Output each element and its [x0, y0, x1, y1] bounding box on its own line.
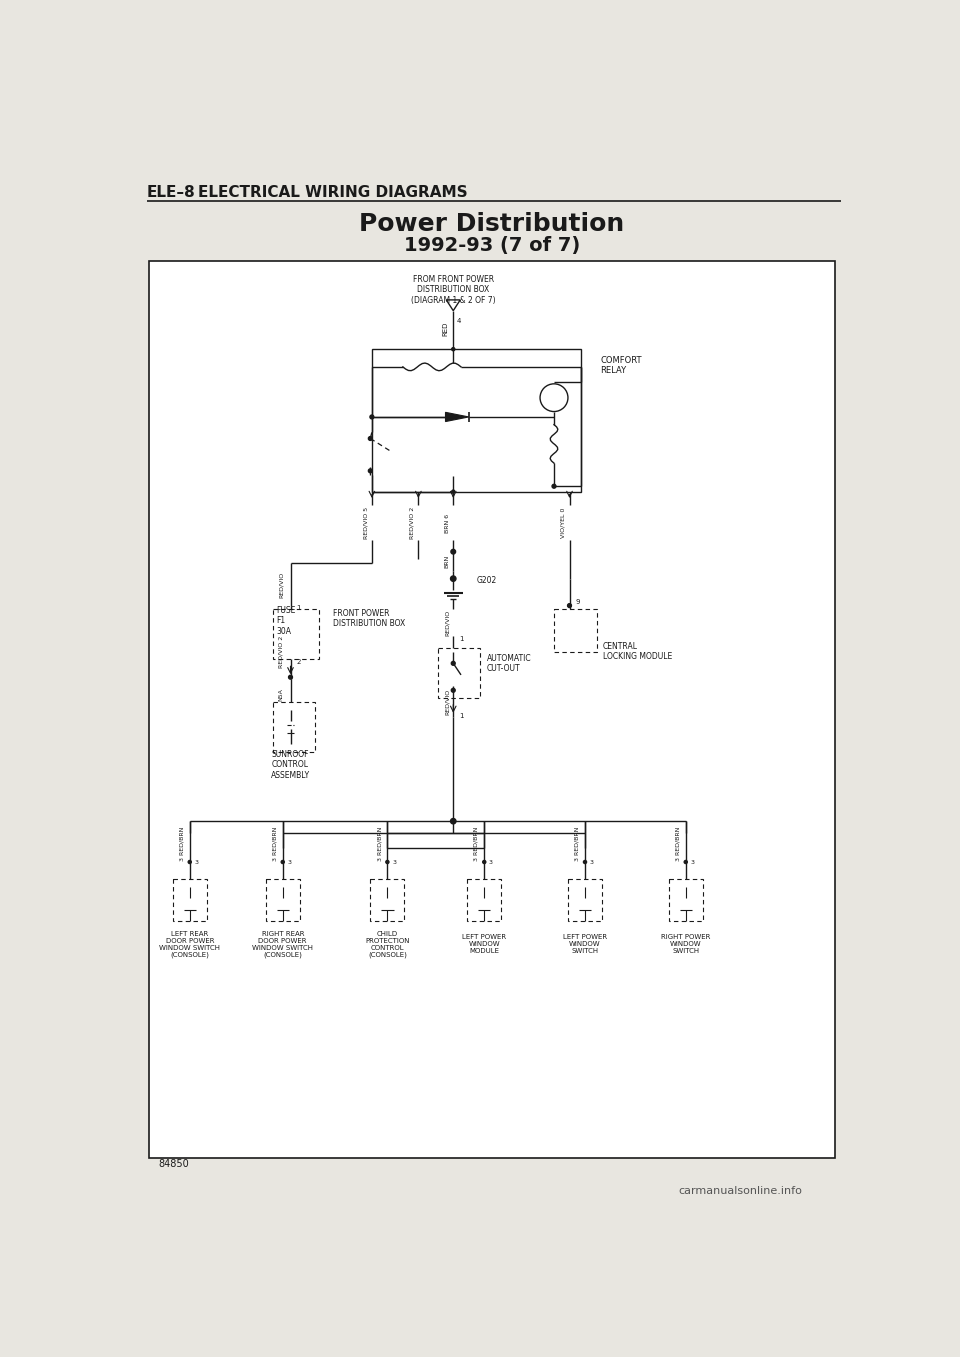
Text: RED/VIO: RED/VIO: [444, 689, 449, 715]
Bar: [568, 879, 602, 921]
Circle shape: [281, 860, 284, 863]
Text: RED/VIO 5: RED/VIO 5: [363, 508, 369, 539]
Text: RED: RED: [443, 322, 448, 337]
Text: AUTOMATIC
CUT-OUT: AUTOMATIC CUT-OUT: [487, 654, 531, 673]
Text: RED/VIO: RED/VIO: [444, 611, 449, 636]
Text: Power Distribution: Power Distribution: [359, 213, 625, 236]
Circle shape: [584, 860, 587, 863]
Text: 1: 1: [297, 605, 301, 611]
Text: BRN: BRN: [444, 555, 449, 569]
Bar: [468, 879, 501, 921]
Text: LEFT POWER
WINDOW
MODULE: LEFT POWER WINDOW MODULE: [462, 935, 506, 954]
Text: carmanualsonline.info: carmanualsonline.info: [678, 1186, 802, 1196]
Circle shape: [552, 484, 556, 489]
Polygon shape: [446, 300, 460, 311]
Text: FROM FRONT POWER
DISTRIBUTION BOX
(DIAGRAM 1 & 2 OF 7): FROM FRONT POWER DISTRIBUTION BOX (DIAGR…: [411, 275, 495, 305]
Bar: [554, 609, 596, 651]
Circle shape: [684, 860, 687, 863]
Text: ELE–8: ELE–8: [147, 185, 196, 199]
Text: VIO/YEL 0: VIO/YEL 0: [561, 508, 565, 539]
Circle shape: [452, 347, 455, 350]
Circle shape: [370, 415, 373, 419]
Bar: [150, 262, 834, 1159]
Circle shape: [451, 661, 455, 665]
Circle shape: [567, 604, 571, 608]
Bar: [371, 879, 404, 921]
Text: 84850: 84850: [158, 1159, 189, 1168]
Text: 4: 4: [457, 318, 462, 324]
Text: 3: 3: [690, 859, 694, 864]
Circle shape: [188, 860, 191, 863]
Text: 3: 3: [489, 859, 492, 864]
Bar: [173, 879, 206, 921]
Text: SUNROOF
CONTROL
ASSEMBLY: SUNROOF CONTROL ASSEMBLY: [271, 750, 310, 780]
Text: RIGHT POWER
WINDOW
SWITCH: RIGHT POWER WINDOW SWITCH: [661, 935, 710, 954]
Text: 3 RED/BRN: 3 RED/BRN: [474, 828, 479, 862]
Circle shape: [451, 688, 455, 692]
Text: 1: 1: [460, 712, 464, 719]
Text: N5A: N5A: [278, 688, 284, 700]
Circle shape: [452, 490, 455, 493]
Text: 3 RED/BRN: 3 RED/BRN: [676, 828, 681, 862]
Bar: [438, 647, 480, 697]
Text: FUSE
F1
30A: FUSE F1 30A: [276, 607, 296, 636]
Text: 3 RED/BRN: 3 RED/BRN: [273, 828, 277, 862]
Text: G202: G202: [476, 577, 496, 585]
Circle shape: [450, 575, 456, 581]
Text: LEFT POWER
WINDOW
SWITCH: LEFT POWER WINDOW SWITCH: [563, 935, 607, 954]
Circle shape: [451, 550, 456, 554]
Circle shape: [369, 470, 372, 472]
Text: 3: 3: [194, 859, 199, 864]
Text: 3: 3: [589, 859, 593, 864]
Text: 3: 3: [392, 859, 396, 864]
Text: 1: 1: [460, 635, 464, 642]
Polygon shape: [445, 413, 468, 422]
Text: RED/VIO 2: RED/VIO 2: [278, 635, 284, 668]
Circle shape: [386, 860, 389, 863]
Text: RIGHT REAR
DOOR POWER
WINDOW SWITCH
(CONSOLE): RIGHT REAR DOOR POWER WINDOW SWITCH (CON…: [252, 931, 313, 958]
Text: 9: 9: [576, 598, 580, 605]
Text: 3 RED/BRN: 3 RED/BRN: [180, 828, 184, 862]
Circle shape: [483, 860, 486, 863]
Text: 3: 3: [287, 859, 292, 864]
Bar: [372, 349, 581, 491]
Text: CENTRAL
LOCKING MODULE: CENTRAL LOCKING MODULE: [603, 642, 672, 661]
Text: ELECTRICAL WIRING DIAGRAMS: ELECTRICAL WIRING DIAGRAMS: [198, 185, 468, 199]
Text: 3 RED/BRN: 3 RED/BRN: [575, 828, 580, 862]
Bar: [273, 702, 315, 752]
Text: FRONT POWER
DISTRIBUTION BOX: FRONT POWER DISTRIBUTION BOX: [333, 609, 405, 628]
Circle shape: [369, 437, 372, 441]
Bar: [273, 609, 319, 660]
Circle shape: [450, 818, 456, 824]
Bar: [266, 879, 300, 921]
Text: BRN 6: BRN 6: [444, 514, 449, 533]
Circle shape: [289, 676, 293, 678]
Text: RED/VIO: RED/VIO: [278, 571, 284, 598]
Text: 1992-93 (7 of 7): 1992-93 (7 of 7): [404, 236, 580, 255]
Text: 2: 2: [297, 658, 301, 665]
Text: 3 RED/BRN: 3 RED/BRN: [377, 828, 382, 862]
Text: CHILD
PROTECTION
CONTROL
(CONSOLE): CHILD PROTECTION CONTROL (CONSOLE): [365, 931, 410, 958]
Text: COMFORT
RELAY: COMFORT RELAY: [601, 356, 642, 375]
Text: LEFT REAR
DOOR POWER
WINDOW SWITCH
(CONSOLE): LEFT REAR DOOR POWER WINDOW SWITCH (CONS…: [159, 931, 220, 958]
Text: RED/VIO 2: RED/VIO 2: [410, 508, 415, 539]
Bar: [669, 879, 703, 921]
